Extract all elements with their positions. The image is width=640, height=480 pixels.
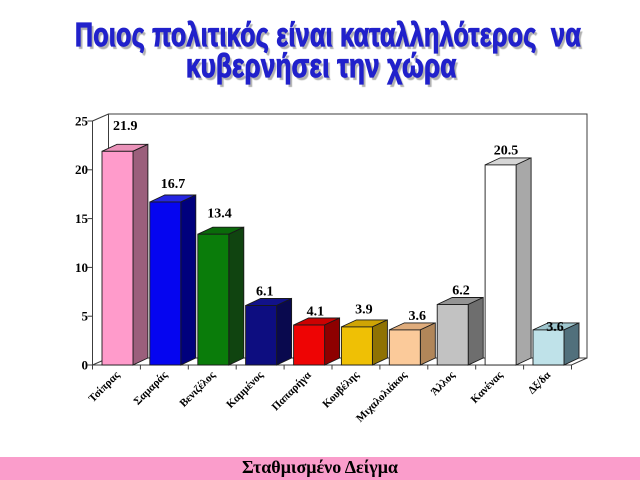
svg-text:Παπαρήγα: Παπαρήγα	[270, 369, 315, 414]
svg-text:3.9: 3.9	[355, 303, 373, 318]
svg-text:3.6: 3.6	[409, 309, 427, 324]
svg-text:Κανένας: Κανένας	[469, 369, 506, 406]
svg-text:15: 15	[75, 211, 89, 226]
svg-text:Άλλος: Άλλος	[429, 369, 458, 398]
svg-text:25: 25	[75, 113, 89, 128]
svg-text:6.2: 6.2	[452, 283, 470, 298]
svg-text:Μιχαλολιάκος: Μιχαλολιάκος	[354, 369, 410, 425]
svg-text:Τσίπρας: Τσίπρας	[87, 369, 123, 405]
svg-text:0: 0	[82, 357, 89, 372]
svg-text:20.5: 20.5	[494, 144, 519, 159]
svg-text:20: 20	[75, 162, 88, 177]
svg-text:10: 10	[75, 260, 88, 275]
svg-text:Καμμένος: Καμμένος	[224, 369, 266, 411]
svg-text:4.1: 4.1	[307, 304, 325, 319]
svg-text:Σαμαράς: Σαμαράς	[132, 369, 171, 408]
svg-text:16.7: 16.7	[161, 177, 186, 192]
svg-text:5: 5	[82, 309, 89, 324]
svg-text:21.9: 21.9	[113, 119, 138, 134]
svg-text:Βενιζέλος: Βενιζέλος	[178, 369, 219, 410]
svg-text:13.4: 13.4	[207, 206, 232, 221]
svg-text:3.6: 3.6	[546, 320, 564, 335]
svg-text:6.1: 6.1	[256, 285, 274, 300]
svg-text:Κουβέλης: Κουβέλης	[320, 369, 362, 411]
svg-text:Δξ/δα: Δξ/δα	[526, 369, 554, 397]
